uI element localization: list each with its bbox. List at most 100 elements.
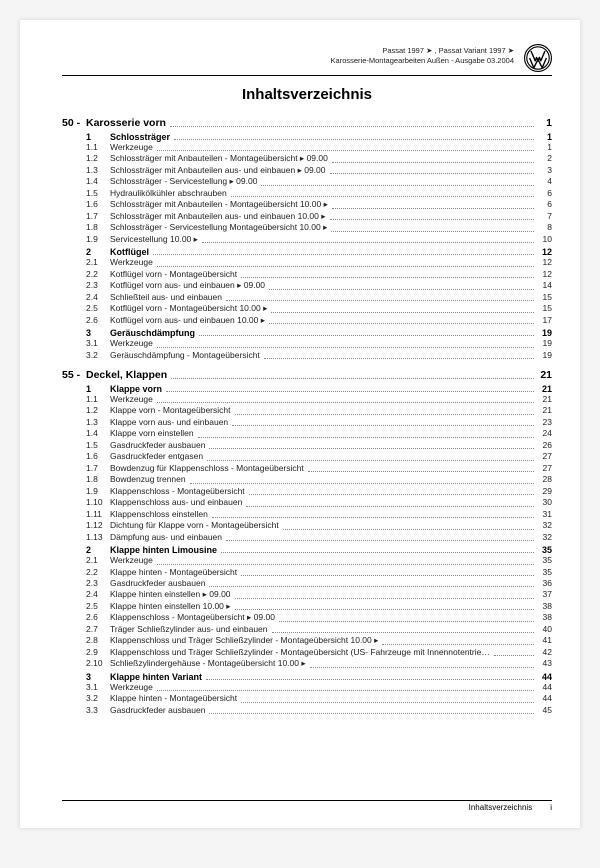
document-page: Passat 1997 ➤ , Passat Variant 1997 ➤ Ka… xyxy=(20,20,580,828)
leader-dots xyxy=(382,644,534,645)
entry-title: Träger Schließzylinder aus- und einbauen xyxy=(110,624,268,635)
entry-number: 1.5 xyxy=(86,440,110,451)
leader-dots xyxy=(166,391,534,392)
entry-page: 12 xyxy=(538,269,552,280)
entry-number: 1.4 xyxy=(86,176,110,187)
entry-title: Gasdruckfeder ausbauen xyxy=(110,440,205,451)
entry-page: 44 xyxy=(538,693,552,704)
entry-page: 28 xyxy=(538,474,552,485)
section-page: 19 xyxy=(538,328,552,338)
entry-page: 43 xyxy=(538,658,552,669)
leader-dots xyxy=(170,126,534,127)
entry-number: 3.3 xyxy=(86,705,110,716)
section-number: 1 xyxy=(86,132,110,142)
entry-page: 24 xyxy=(538,428,552,439)
leader-dots xyxy=(206,679,534,680)
header-line-1: Passat 1997 ➤ , Passat Variant 1997 ➤ xyxy=(331,46,514,56)
entry-number: 2.1 xyxy=(86,555,110,566)
toc-entry: 2.7Träger Schließzylinder aus- und einba… xyxy=(86,624,552,635)
toc-entry: 1.6Schlossträger mit Anbauteilen - Monta… xyxy=(86,199,552,210)
toc-entry: 2.5Kotflügel vorn - Montageübersicht 10.… xyxy=(86,303,552,314)
entry-page: 6 xyxy=(538,188,552,199)
entry-title: Werkzeuge xyxy=(110,338,153,349)
toc-entry: 1.1Werkzeuge1 xyxy=(86,142,552,153)
vw-logo-icon xyxy=(524,44,552,72)
toc-entry: 2.6Kotflügel vorn aus- und einbauen 10.0… xyxy=(86,315,552,326)
toc-entry: 2.1Werkzeuge35 xyxy=(86,555,552,566)
entry-page: 7 xyxy=(538,211,552,222)
toc-entry: 2.5Klappe hinten einstellen 10.00 ▸38 xyxy=(86,601,552,612)
toc-section: 2Klappe hinten Limousine35 xyxy=(86,545,552,555)
toc-entry: 1.8Bowdenzug trennen28 xyxy=(86,474,552,485)
entry-page: 2 xyxy=(538,153,552,164)
header-line-2: Karosserie-Montagearbeiten Außen - Ausga… xyxy=(331,56,514,66)
entry-number: 1.13 xyxy=(86,532,110,543)
toc-section: 2Kotflügel12 xyxy=(86,247,552,257)
entry-page: 38 xyxy=(538,612,552,623)
leader-dots xyxy=(157,402,534,403)
entry-number: 1.6 xyxy=(86,451,110,462)
leader-dots xyxy=(157,150,534,151)
chapter-number: 55 - xyxy=(62,369,86,381)
entry-number: 1.1 xyxy=(86,394,110,405)
entry-title: Gasdruckfeder ausbauen xyxy=(110,705,205,716)
leader-dots xyxy=(308,471,534,472)
chapter-page: 21 xyxy=(538,369,552,381)
leader-dots xyxy=(261,185,534,186)
entry-number: 3.2 xyxy=(86,693,110,704)
entry-title: Klappe vorn einstellen xyxy=(110,428,194,439)
entry-page: 29 xyxy=(538,486,552,497)
entry-title: Klappenschloss - Montageübersicht xyxy=(110,486,245,497)
entry-number: 2.6 xyxy=(86,612,110,623)
entry-number: 1.10 xyxy=(86,497,110,508)
toc-entry: 3.2Klappe hinten - Montageübersicht44 xyxy=(86,693,552,704)
entry-title: Dichtung für Klappe vorn - Montageübersi… xyxy=(110,520,279,531)
toc-entry: 1.5Hydraulikölkühler abschrauben6 xyxy=(86,188,552,199)
toc-entry: 3.1Werkzeuge19 xyxy=(86,338,552,349)
toc-entry: 1.5Gasdruckfeder ausbauen26 xyxy=(86,440,552,451)
entry-number: 1.12 xyxy=(86,520,110,531)
toc-entry: 1.8Schlossträger - Servicestellung Monta… xyxy=(86,222,552,233)
entry-title: Gasdruckfeder entgasen xyxy=(110,451,203,462)
toc-entry: 1.1Werkzeuge21 xyxy=(86,394,552,405)
entry-number: 3.1 xyxy=(86,338,110,349)
entry-title: Klappenschloss und Träger Schließzylinde… xyxy=(110,635,378,646)
entry-number: 2.5 xyxy=(86,601,110,612)
entry-title: Bowdenzug für Klappenschloss - Montageüb… xyxy=(110,463,304,474)
entry-title: Geräuschdämpfung - Montageübersicht xyxy=(110,350,260,361)
entry-title: Schlossträger - Servicestellung Montageü… xyxy=(110,222,327,233)
leader-dots xyxy=(157,690,534,691)
entry-title: Schlossträger - Servicestellung ▸ 09.00 xyxy=(110,176,257,187)
entry-page: 21 xyxy=(538,405,552,416)
leader-dots xyxy=(199,335,534,336)
entry-title: Werkzeuge xyxy=(110,257,153,268)
entry-title: Schlossträger mit Anbauteilen - Montageü… xyxy=(110,153,328,164)
toc-entry: 2.4Klappe hinten einstellen ▸ 09.0037 xyxy=(86,589,552,600)
header-rule xyxy=(62,75,552,76)
toc-entry: 1.12Dichtung für Klappe vorn - Montageüb… xyxy=(86,520,552,531)
section-page: 12 xyxy=(538,247,552,257)
entry-number: 2.1 xyxy=(86,257,110,268)
section-title: Klappe hinten Limousine xyxy=(110,545,217,555)
toc-entry: 1.3Klappe vorn aus- und einbauen23 xyxy=(86,417,552,428)
toc-entry: 3.1Werkzeuge44 xyxy=(86,682,552,693)
section-number: 1 xyxy=(86,384,110,394)
leader-dots xyxy=(231,196,534,197)
entry-number: 3.1 xyxy=(86,682,110,693)
entry-title: Kotflügel vorn - Montageübersicht 10.00 … xyxy=(110,303,267,314)
toc-section: 3Geräuschdämpfung19 xyxy=(86,328,552,338)
leader-dots xyxy=(202,242,534,243)
entry-number: 2.4 xyxy=(86,292,110,303)
toc-entry: 1.4Klappe vorn einstellen24 xyxy=(86,428,552,439)
entry-page: 3 xyxy=(538,165,552,176)
leader-dots xyxy=(241,702,534,703)
toc-entry: 2.10Schließzylindergehäuse - Montageüber… xyxy=(86,658,552,669)
entry-number: 2.5 xyxy=(86,303,110,314)
leader-dots xyxy=(209,586,534,587)
toc-entry: 1.7Schlossträger mit Anbauteilen aus- un… xyxy=(86,211,552,222)
entry-number: 2.10 xyxy=(86,658,110,669)
section-number: 3 xyxy=(86,328,110,338)
leader-dots xyxy=(207,460,534,461)
leader-dots xyxy=(330,173,535,174)
leader-dots xyxy=(310,667,534,668)
